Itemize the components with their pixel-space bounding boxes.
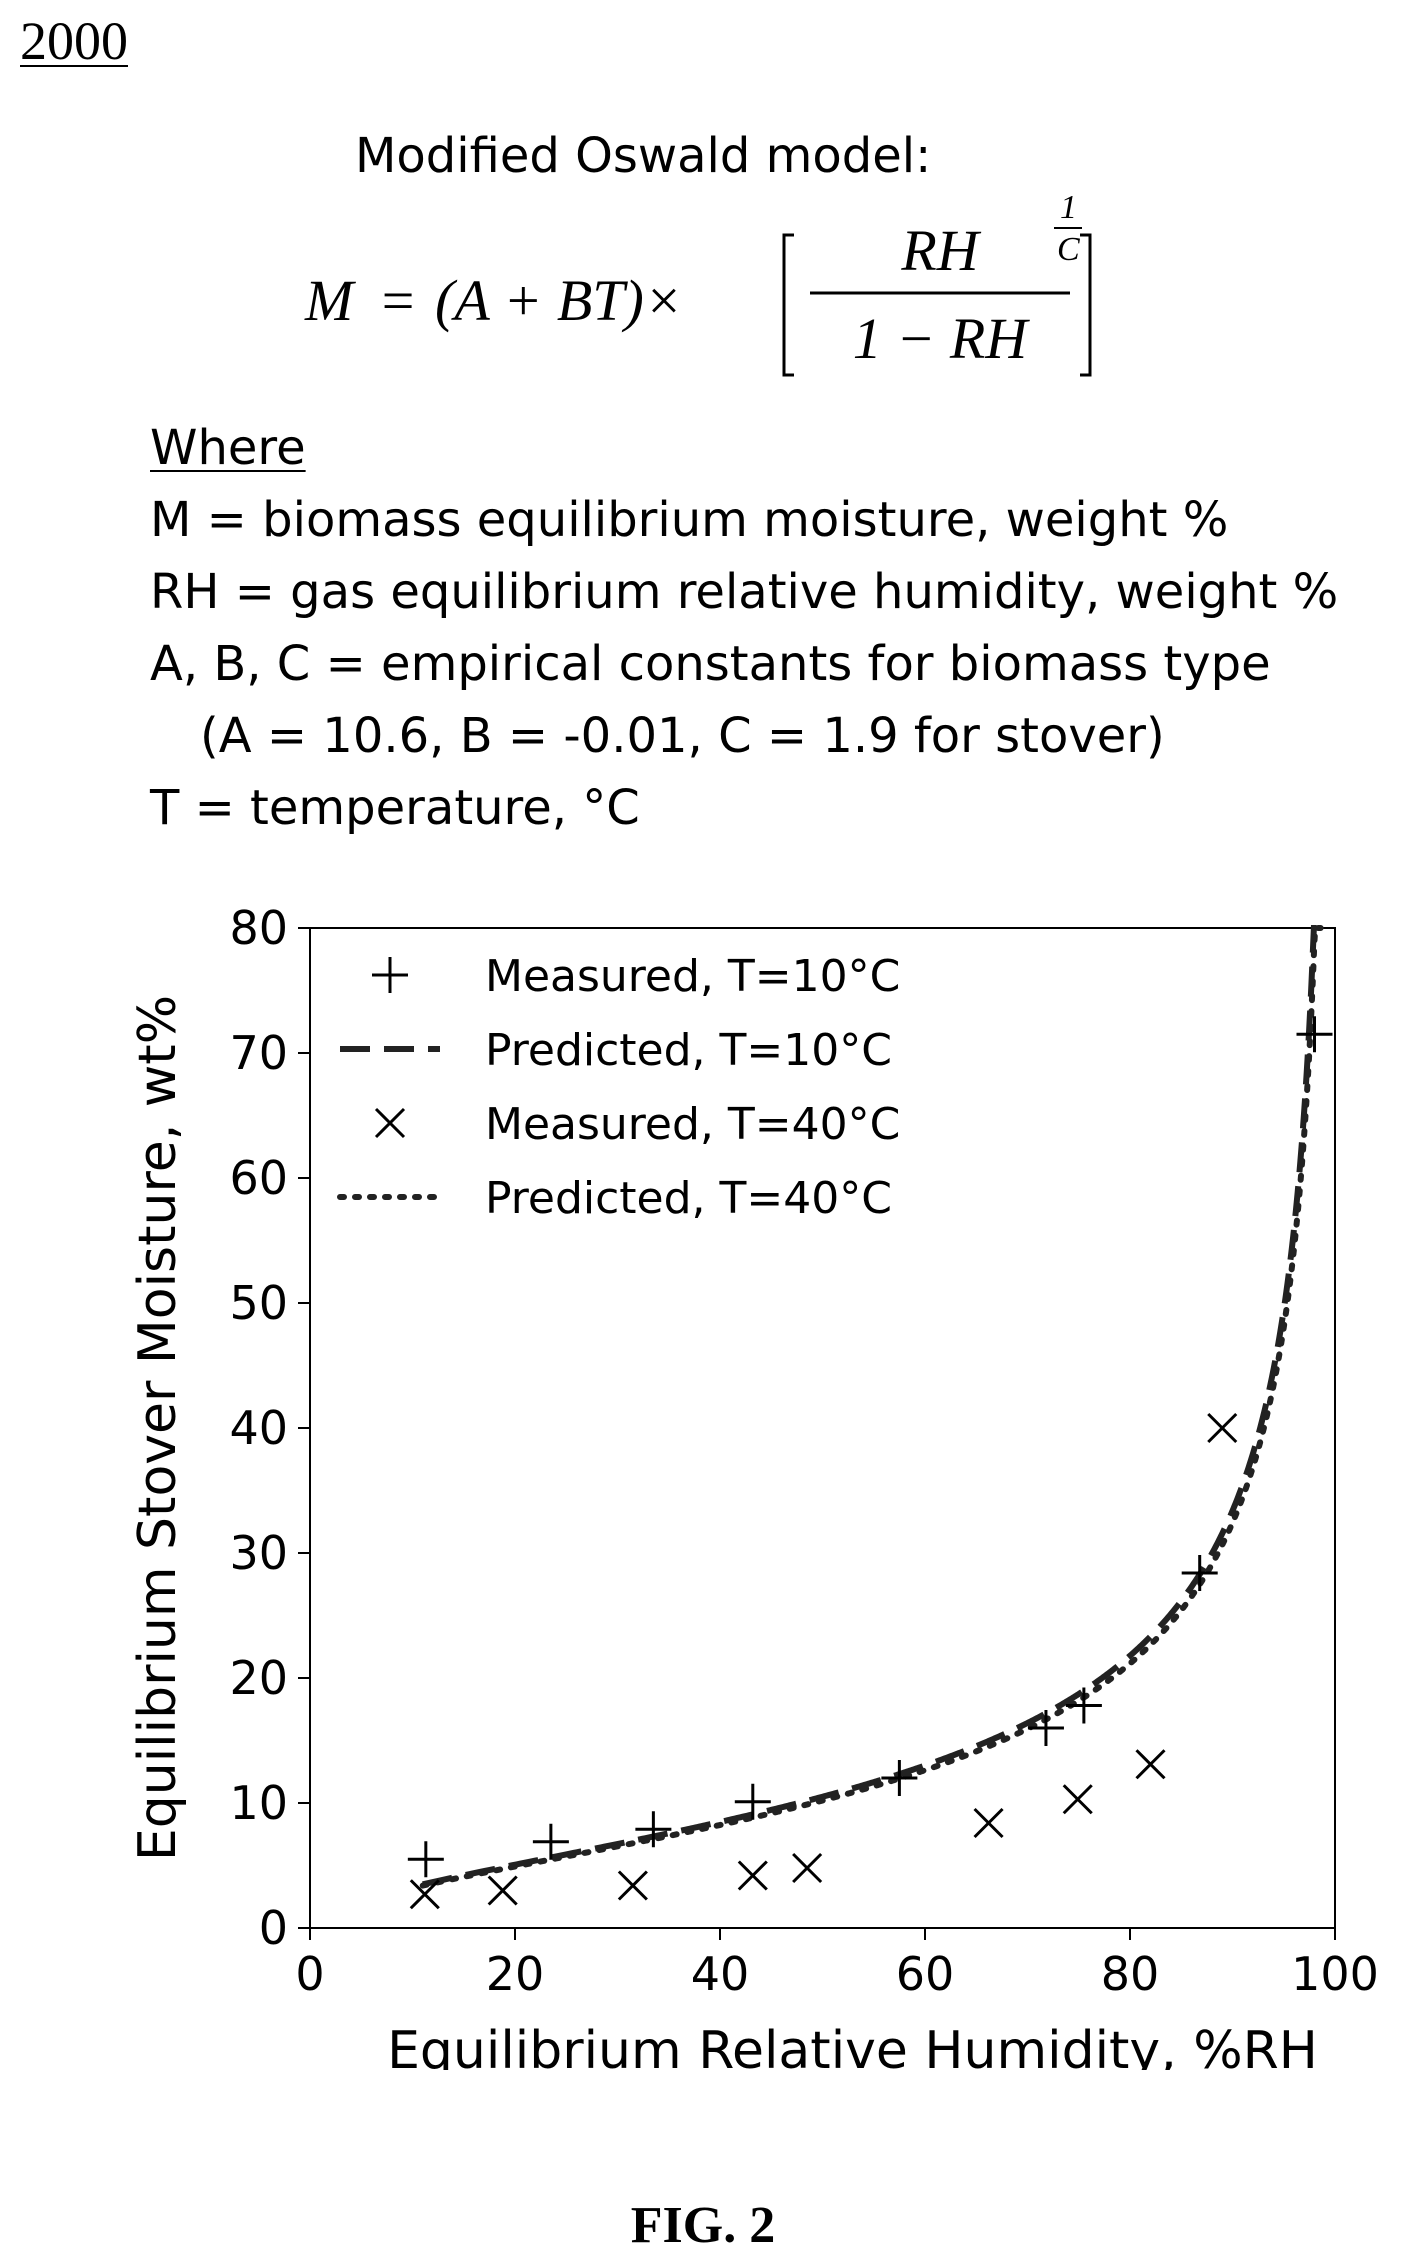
definition-m: M = biomass equilibrium moisture, weight… — [150, 492, 1229, 548]
right-bracket — [1080, 233, 1092, 377]
exponent-numerator: 1 — [1060, 189, 1077, 226]
definition-rh: RH = gas equilibrium relative humidity, … — [150, 564, 1339, 620]
exponent-denominator: C — [1057, 231, 1080, 268]
x-marker — [1207, 1412, 1238, 1444]
plus-marker — [881, 1760, 918, 1796]
legend-label: Measured, T=10°C — [485, 951, 900, 1002]
y-tick-label: 80 — [229, 901, 288, 955]
plus-marker — [1296, 1016, 1333, 1053]
x-marker — [1062, 1784, 1093, 1815]
moisture-chart: 0 20 40 60 80 100 0 10 20 30 40 50 60 70 80 Measured, … — [128, 901, 1379, 2070]
formula-equals: = — [378, 268, 417, 333]
plus-marker — [734, 1783, 771, 1820]
x-marker — [487, 1875, 518, 1906]
x-stroke — [792, 1852, 823, 1884]
x-stroke — [973, 1807, 1004, 1839]
x-stroke — [737, 1860, 768, 1891]
x-tick-label: 0 — [295, 1947, 324, 2001]
plus-marker — [635, 1811, 672, 1848]
x-stroke — [1062, 1784, 1093, 1815]
y-tick-label: 70 — [229, 1026, 288, 1080]
definition-constants: (A = 10.6, B = -0.01, C = 1.9 for stover… — [200, 708, 1165, 764]
x-marker — [617, 1870, 648, 1901]
y-tick-label: 50 — [229, 1276, 288, 1330]
y-tick-label: 10 — [229, 1776, 288, 1830]
predicted-curve — [419, 925, 1324, 1889]
x-tick-label: 100 — [1291, 1947, 1379, 2001]
x-marker — [374, 1107, 406, 1139]
x-axis-label: Equilibrium Relative Humidity, %RH — [387, 2021, 1318, 2070]
predicted-curves — [419, 925, 1324, 1889]
formula-lhs: M — [304, 268, 356, 333]
definitions-block: Where M = biomass equilibrium moisture, … — [150, 412, 1338, 844]
model-heading: Modified Oswald model: — [355, 128, 932, 184]
plot-border — [309, 927, 1336, 1929]
plus-marker — [407, 1841, 444, 1878]
legend-label: Predicted, T=10°C — [485, 1025, 892, 1076]
formula-factor: (A + BT)× — [435, 268, 683, 333]
plus-marker — [532, 1823, 569, 1860]
formula-numerator: RH — [900, 218, 981, 283]
x-stroke — [409, 1879, 440, 1910]
x-marker — [792, 1852, 823, 1884]
predicted-curve — [422, 925, 1317, 1888]
plus-marker — [1065, 1687, 1102, 1724]
plus-marker — [372, 957, 408, 993]
y-tick-label: 60 — [229, 1151, 288, 1205]
figure-label: FIG. 2 — [630, 2197, 776, 2254]
y-tick-label: 0 — [259, 1901, 288, 1955]
plot-area — [309, 927, 1336, 1929]
x-tick-label: 80 — [1101, 1947, 1160, 2001]
x-tick-label: 60 — [896, 1947, 955, 2001]
y-axis-label: Equilibrium Stover Moisture, wt% — [128, 995, 188, 1861]
y-tick-label: 40 — [229, 1401, 288, 1455]
legend-label: Predicted, T=40°C — [485, 1173, 892, 1224]
x-stroke — [617, 1870, 648, 1901]
y-tick-label: 20 — [229, 1651, 288, 1705]
x-tick-label: 40 — [691, 1947, 750, 2001]
plus-marker — [1027, 1710, 1064, 1746]
x-stroke — [1135, 1749, 1166, 1780]
x-stroke — [487, 1875, 518, 1906]
definition-abc: A, B, C = empirical constants for biomas… — [150, 636, 1271, 692]
x-stroke — [374, 1107, 406, 1139]
measured-markers — [407, 1016, 1333, 1910]
x-marker — [737, 1860, 768, 1891]
formula-denominator: 1 − RH — [853, 306, 1031, 371]
plus-marker — [1181, 1555, 1218, 1591]
left-bracket — [782, 233, 794, 377]
figure-reference-number: 2000 — [20, 11, 128, 71]
x-marker — [409, 1879, 440, 1910]
legend-label: Measured, T=40°C — [485, 1099, 900, 1150]
formula: M = (A + BT)× RH 1 − RH 1 C — [304, 189, 1092, 377]
x-tick-label: 20 — [486, 1947, 545, 2001]
x-stroke — [1207, 1412, 1238, 1444]
x-marker — [1135, 1749, 1166, 1780]
x-marker — [973, 1807, 1004, 1839]
where-heading: Where — [150, 420, 306, 476]
y-tick-label: 30 — [229, 1526, 288, 1580]
axes: 0 20 40 60 80 100 0 10 20 30 40 50 60 70 80 — [229, 901, 1378, 2001]
legend: Measured, T=10°C Predicted, T=10°C Measure… — [337, 951, 900, 1224]
definition-t: T = temperature, °C — [150, 780, 640, 836]
